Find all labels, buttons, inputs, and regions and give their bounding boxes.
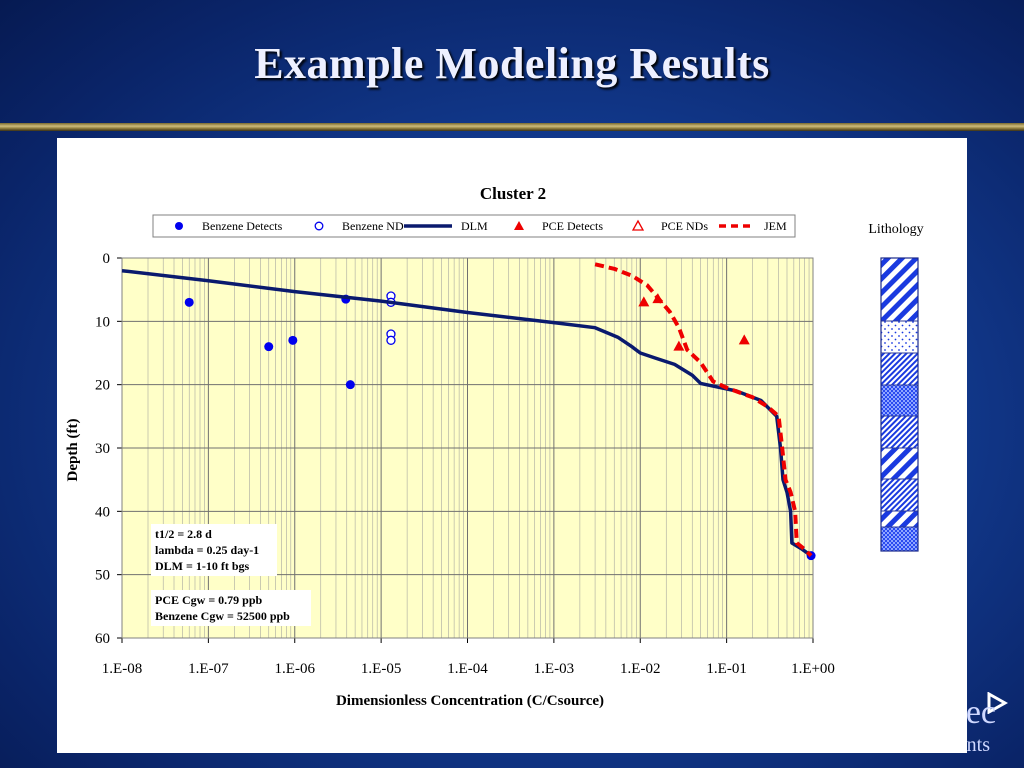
benzene-detects-point: [184, 297, 194, 307]
y-tick-label: 50: [95, 568, 110, 584]
annotation-text: DLM = 1-10 ft bgs: [155, 559, 249, 573]
y-tick-label: 60: [95, 631, 110, 647]
legend-benzene-detects-label: Benzene Detects: [202, 219, 283, 233]
x-tick-label: 1.E-07: [188, 661, 229, 677]
chart-title: Cluster 2: [480, 184, 546, 203]
annotation-box: [151, 524, 277, 576]
annotations: t1/2 = 2.8 d lambda = 0.25 day-1 DLM = 1-1…: [151, 524, 311, 626]
legend-pce-nds-marker: [631, 219, 645, 231]
brand-arrow-icon: [987, 692, 1008, 714]
y-tick-label: 30: [95, 441, 110, 457]
y-tick-label: 0: [103, 251, 111, 267]
x-tick-label: 1.E-06: [275, 661, 316, 677]
legend-pce-detects-label: PCE Detects: [542, 219, 603, 233]
chart-svg: Cluster 2 Benzene Detects Benzene ND DLM PC…: [65, 184, 924, 709]
lithology-layer: [880, 384, 919, 417]
lithology-layer: [880, 510, 919, 528]
benzene-detects-point: [288, 335, 298, 345]
legend-benzene-nd-marker: [314, 221, 324, 231]
plot-border: [121, 257, 814, 639]
annotation-text: lambda = 0.25 day-1: [155, 543, 259, 557]
lithology-label: Lithology: [868, 222, 923, 237]
slide-title: Example Modeling Results: [254, 39, 770, 88]
brand-subtext: nts: [966, 734, 990, 756]
benzene-detects-point: [264, 342, 274, 352]
brand-text: ec: [965, 694, 996, 731]
pce-detects-point: [738, 334, 750, 345]
legend-dlm-label: DLM: [461, 219, 488, 233]
y-tick-label: 20: [95, 378, 110, 394]
annotation-text: t1/2 = 2.8 d: [155, 527, 212, 541]
legend-benzene-detects-marker: [175, 222, 183, 230]
x-axis-label: Dimensionless Concentration (C/Csource): [336, 693, 604, 709]
x-tick-label: 1.E-02: [620, 661, 660, 677]
lithology-column: [880, 257, 919, 552]
pce-detects-point: [673, 340, 685, 351]
dlm-line: [121, 268, 813, 558]
annotation-text: Benzene Cgw = 52500 ppb: [155, 609, 290, 623]
legend: Benzene Detects Benzene ND DLM PCE Detects P…: [152, 214, 796, 238]
legend-pce-detects-marker: [514, 221, 524, 230]
lithology-layer: [880, 526, 919, 552]
lithology-layer: [880, 257, 919, 322]
x-tick-label: 1.E-05: [361, 661, 401, 677]
x-tick-label: 1.E+00: [791, 661, 835, 677]
pce-detects-point: [638, 296, 650, 307]
title-divider: [0, 123, 1024, 131]
annotation-box: [151, 590, 311, 626]
legend-benzene-nd-label: Benzene ND: [342, 219, 404, 233]
y-tick-label: 40: [95, 504, 110, 520]
jem-line: [594, 262, 813, 558]
lithology-layer: [880, 352, 919, 386]
legend-box: [152, 214, 796, 238]
lithology-layer: [880, 478, 919, 512]
chart-panel: Cluster 2 Benzene Detects Benzene ND DLM PC…: [57, 138, 967, 753]
benzene-detects-point: [345, 380, 355, 390]
y-tick-label: 10: [95, 314, 110, 330]
legend-pce-nds-label: PCE NDs: [661, 219, 708, 233]
lithology-layer: [880, 320, 919, 354]
x-tick-label: 1.E-08: [102, 661, 142, 677]
lithology-border: [880, 257, 919, 552]
benzene-nd-point: [386, 335, 396, 345]
x-tick-label: 1.E-03: [534, 661, 574, 677]
y-axis-label: Depth (ft): [65, 419, 81, 482]
lithology-layer: [880, 447, 919, 480]
legend-jem-label: JEM: [764, 219, 787, 233]
lithology-layer: [880, 415, 919, 449]
x-tick-label: 1.E-01: [706, 661, 746, 677]
annotation-text: PCE Cgw = 0.79 ppb: [155, 593, 263, 607]
x-tick-label: 1.E-04: [447, 661, 488, 677]
